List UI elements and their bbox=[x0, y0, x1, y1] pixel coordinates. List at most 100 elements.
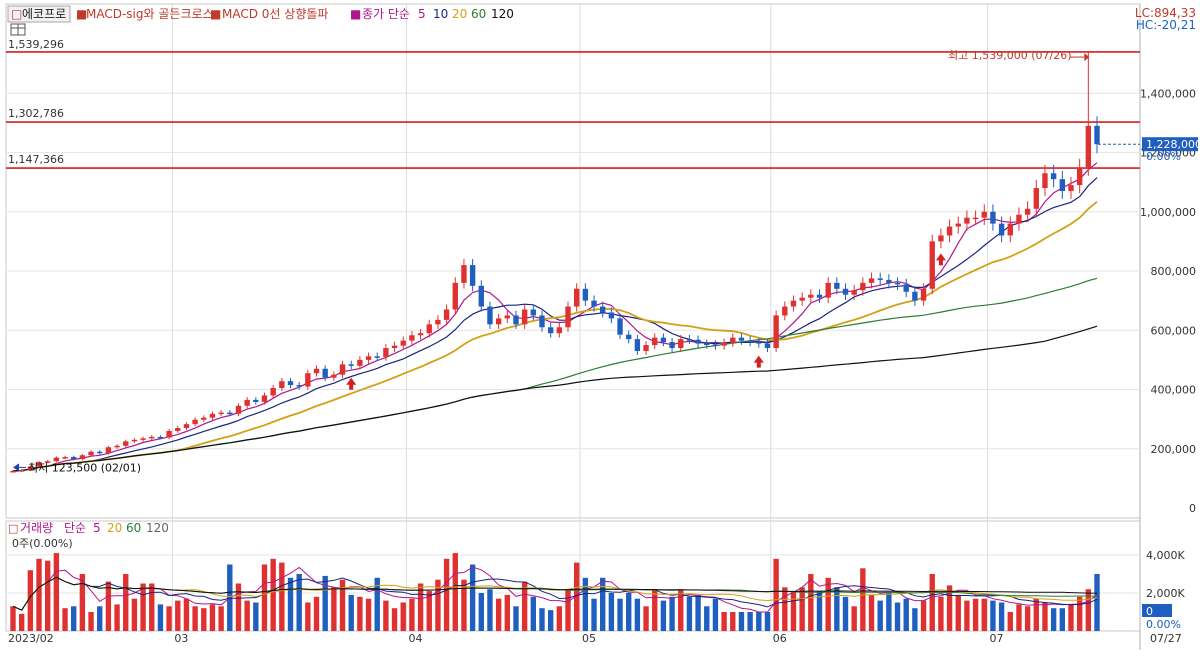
volume-bar bbox=[10, 606, 16, 631]
volume-bar bbox=[764, 612, 771, 631]
candle-body bbox=[738, 337, 745, 341]
candle-body bbox=[877, 278, 883, 280]
volume-bar bbox=[383, 600, 389, 631]
price-tick-label: 1,400,000 bbox=[1140, 87, 1196, 100]
volume-bar bbox=[790, 591, 797, 631]
volume-bar bbox=[860, 568, 866, 631]
volume-bar bbox=[747, 612, 753, 631]
price-ma-120-line bbox=[12, 325, 1098, 472]
indicator-1-label: MACD-sig와 골든크로스 bbox=[86, 7, 214, 21]
volume-bar bbox=[686, 596, 693, 631]
candle-body bbox=[1016, 214, 1022, 224]
price-axis: 0 200,000 400,000 600,000 800,000 1,000,000 1,… bbox=[1140, 87, 1196, 515]
volume-bar bbox=[339, 579, 346, 631]
volume-bar bbox=[131, 598, 138, 631]
candle-body bbox=[886, 279, 892, 283]
volume-bar bbox=[920, 600, 927, 631]
volume-bar bbox=[678, 589, 684, 631]
volume-bar bbox=[1094, 574, 1100, 631]
month-tick-label: 06 bbox=[773, 632, 787, 645]
volume-bar bbox=[556, 606, 563, 631]
candle-body bbox=[582, 288, 589, 301]
candle-body bbox=[816, 294, 823, 298]
candle-body bbox=[279, 381, 285, 389]
volume-bar bbox=[27, 570, 34, 631]
header-legend: □ 에코프로 ■ MACD-sig와 골든크로스 ■ MACD 0선 상향돌파 … bbox=[7, 5, 514, 36]
volume-bar bbox=[773, 558, 779, 631]
volume-bar bbox=[400, 602, 406, 631]
volume-bar bbox=[201, 608, 207, 631]
candle-body bbox=[547, 327, 554, 334]
candle-body bbox=[964, 217, 970, 224]
volume-bar bbox=[643, 606, 649, 631]
candle-body bbox=[1024, 208, 1031, 215]
expand-icon[interactable]: □ bbox=[11, 7, 22, 21]
volume-bar bbox=[513, 606, 519, 631]
volume-bar bbox=[591, 598, 597, 631]
candle-body bbox=[868, 278, 875, 283]
candle-body bbox=[426, 324, 432, 334]
candle-body bbox=[244, 399, 250, 406]
candle-body bbox=[140, 438, 146, 440]
volume-label: 거래량 bbox=[20, 521, 53, 535]
volume-bar bbox=[123, 574, 129, 631]
candle-body bbox=[157, 436, 164, 439]
volume-bar bbox=[756, 612, 762, 631]
volume-bar bbox=[998, 602, 1005, 631]
volume-bar bbox=[1068, 604, 1074, 631]
volume-bar bbox=[409, 598, 415, 631]
volume-bar bbox=[244, 600, 250, 631]
candle-body bbox=[227, 412, 233, 415]
volume-bar bbox=[617, 598, 623, 631]
candle-body bbox=[678, 339, 684, 349]
candle-body bbox=[270, 388, 276, 396]
candle-body bbox=[88, 451, 94, 456]
volume-bar bbox=[955, 594, 961, 631]
volume-bar bbox=[1024, 606, 1031, 631]
candle-body bbox=[842, 288, 849, 295]
volume-bar bbox=[1016, 604, 1022, 631]
candle-body bbox=[626, 334, 632, 340]
candle-body bbox=[903, 284, 909, 292]
volume-bar bbox=[938, 596, 944, 631]
volume-bar bbox=[964, 600, 970, 631]
volume-axis: 2,000K 4,000K bbox=[1146, 549, 1185, 600]
end-date-label: 07/27 bbox=[1150, 632, 1182, 645]
vol-ma-20: 20 bbox=[107, 521, 122, 535]
candle-body bbox=[608, 312, 615, 319]
candle-body bbox=[1033, 188, 1039, 209]
volume-bar bbox=[600, 577, 606, 631]
volume-bar bbox=[79, 574, 86, 631]
candle-body bbox=[261, 395, 268, 402]
volume-bars bbox=[10, 553, 1100, 631]
volume-bar bbox=[1050, 608, 1057, 631]
candle-body bbox=[339, 364, 346, 375]
candle-body bbox=[660, 337, 667, 343]
candle-body bbox=[235, 405, 242, 414]
candle-body bbox=[175, 428, 181, 431]
volume-ma-10-line bbox=[12, 576, 1098, 611]
candle-body bbox=[573, 288, 580, 307]
high-arrow-icon bbox=[1084, 53, 1090, 62]
hc-readout: HC:-20,21 bbox=[1136, 18, 1196, 32]
volume-ma-5-line bbox=[12, 566, 1098, 613]
candle-body bbox=[669, 342, 675, 349]
volume-bar bbox=[62, 608, 68, 631]
volume-bar bbox=[218, 606, 224, 631]
candle-body bbox=[365, 356, 372, 360]
price-tick-label: 200,000 bbox=[1151, 443, 1197, 456]
low-annotation: 최저 123,500 (02/01) bbox=[28, 461, 141, 474]
date-axis: 03 04 05 06 07 bbox=[174, 632, 1003, 645]
volume-bar bbox=[452, 553, 458, 631]
ma-icon: ■ bbox=[350, 7, 361, 21]
candle-body bbox=[44, 461, 51, 463]
volume-bar bbox=[426, 591, 432, 631]
volume-ma-label: 단순 bbox=[64, 521, 86, 535]
volume-current-box bbox=[1142, 604, 1172, 617]
volume-bar bbox=[842, 596, 849, 631]
stock-name-box[interactable] bbox=[7, 5, 71, 23]
volume-bar bbox=[851, 606, 857, 631]
candle-body bbox=[825, 282, 831, 298]
